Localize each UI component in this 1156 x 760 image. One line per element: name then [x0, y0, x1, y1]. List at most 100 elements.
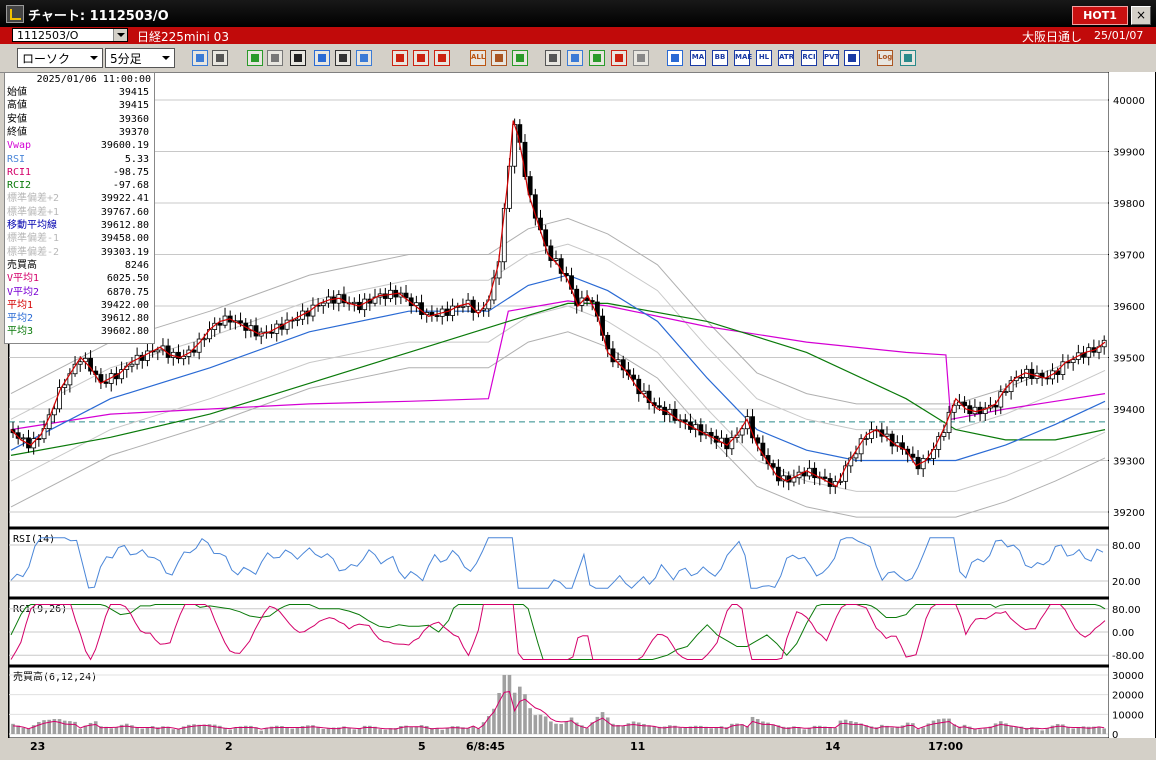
volume-bar	[424, 725, 429, 734]
candle-body	[145, 350, 150, 361]
candle-body	[341, 294, 347, 304]
candle-body	[31, 438, 37, 449]
volume-bar	[347, 728, 351, 734]
tool-icon-glyph	[318, 54, 326, 62]
volume-bar	[1019, 726, 1024, 734]
readout-value: 39612.80	[100, 220, 149, 231]
grid-icon[interactable]	[611, 50, 627, 66]
undo-icon[interactable]	[314, 50, 330, 66]
candle-body	[176, 351, 181, 360]
volume-bar	[631, 721, 636, 734]
note-icon[interactable]	[335, 50, 351, 66]
chevron-down-icon[interactable]	[159, 50, 173, 66]
bar-icon[interactable]	[413, 50, 429, 66]
bb-icon[interactable]: MAE	[734, 50, 752, 66]
candle-body	[295, 318, 300, 321]
chevron-down-icon[interactable]	[113, 29, 127, 41]
ma-icon[interactable]: BB	[712, 50, 728, 66]
volume-icon[interactable]: MA	[690, 50, 706, 66]
volume-bar	[212, 724, 217, 734]
readout-row: 平均1 39422.00	[5, 299, 152, 312]
crosshair-icon[interactable]	[212, 50, 228, 66]
volume-ma-line	[12, 691, 1105, 730]
draw-line-icon[interactable]	[247, 50, 263, 66]
rci-icon[interactable]: PVT	[823, 50, 839, 66]
trash-icon[interactable]	[356, 50, 372, 66]
blank-icon[interactable]	[667, 50, 683, 66]
volume-bar	[140, 728, 145, 734]
volume-bar	[864, 725, 869, 734]
tool-icon-glyph	[637, 54, 645, 62]
vwap-line	[10, 300, 1106, 431]
volume-bar	[414, 726, 419, 734]
window-title: チャート: 1112503/O	[28, 9, 169, 24]
readout-value: 6025.50	[106, 273, 149, 285]
volume-bar	[373, 726, 377, 734]
mae-icon[interactable]: HL	[756, 50, 772, 66]
chart-area[interactable]: 40000 39900 39800 39700 39600 39500 39400 39300…	[8, 71, 1156, 741]
tools-icon[interactable]	[512, 50, 528, 66]
compare-icon[interactable]	[633, 50, 649, 66]
tool-icon-glyph	[339, 54, 347, 62]
volume-bar	[52, 719, 57, 734]
volume-bar	[1040, 730, 1044, 734]
candle-body	[155, 349, 161, 353]
pointer-icon[interactable]	[290, 50, 306, 66]
volume-bar	[786, 727, 791, 734]
volume-bar	[11, 723, 15, 734]
rsi-label: RSI(14)	[13, 534, 55, 545]
pvt-icon[interactable]	[844, 50, 860, 66]
readout-value: 39600.19	[100, 140, 149, 152]
candle-icon[interactable]	[392, 50, 408, 66]
candle-body	[548, 245, 554, 261]
volume-tick-label: 30000	[1112, 671, 1144, 682]
hot-button[interactable]: HOT1	[1072, 6, 1128, 25]
volume-bar	[249, 725, 253, 734]
volume-bar	[445, 727, 450, 734]
volume-bar	[42, 720, 46, 734]
candle-body	[941, 432, 947, 437]
volume-bar	[21, 727, 26, 734]
volume-bar	[337, 727, 341, 734]
chart-svg[interactable]: 40000 39900 39800 39700 39600 39500 39400 39300…	[8, 71, 1156, 741]
interval-select[interactable]: 5分足	[105, 48, 175, 68]
volume-bar	[311, 725, 315, 734]
log-icon[interactable]	[900, 50, 916, 66]
candle-body	[20, 437, 26, 440]
volume-bar	[269, 726, 274, 734]
candle-body	[553, 258, 559, 261]
volume-bar	[942, 718, 946, 734]
settings-icon[interactable]	[491, 50, 507, 66]
volume-bar	[264, 728, 269, 734]
interval-value: 5分足	[110, 52, 142, 66]
chart-type-select[interactable]: ローソク	[17, 48, 103, 68]
volume-bar	[642, 724, 646, 734]
volume-bar	[880, 724, 884, 734]
volume-bar	[771, 724, 776, 734]
volume-bar	[667, 725, 672, 734]
volume-bar	[688, 726, 693, 734]
volume-bar	[626, 723, 631, 734]
download-icon[interactable]	[567, 50, 583, 66]
axis-strip	[1109, 72, 1155, 738]
symbol-select[interactable]: 1112503/O	[12, 28, 128, 42]
color-icon[interactable]	[545, 50, 561, 66]
all-icon[interactable]: ALL	[470, 50, 486, 66]
readout-value: 39922.41	[100, 193, 149, 205]
volume-bar	[161, 726, 165, 734]
hl-icon[interactable]: ATR	[778, 50, 794, 66]
volume-bar	[724, 727, 729, 734]
atr-icon[interactable]: RCI	[801, 50, 817, 66]
window-icon[interactable]: Log	[877, 50, 893, 66]
close-button[interactable]: ×	[1131, 6, 1151, 25]
candle-body	[496, 261, 502, 279]
tool-icon-text: ALL	[471, 53, 486, 61]
line-icon[interactable]	[434, 50, 450, 66]
eraser-icon[interactable]	[267, 50, 283, 66]
candle-body	[657, 405, 662, 408]
zoom-icon[interactable]	[192, 50, 208, 66]
chevron-down-icon[interactable]	[87, 50, 101, 66]
search-icon[interactable]	[589, 50, 605, 66]
volume-bar	[683, 727, 688, 734]
volume-bar	[983, 728, 988, 734]
